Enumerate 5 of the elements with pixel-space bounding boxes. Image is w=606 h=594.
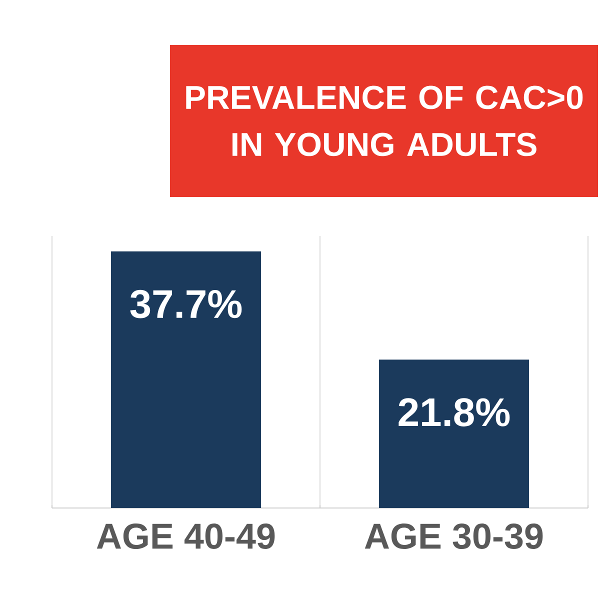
- data-label: 21.8%: [398, 398, 510, 426]
- data-label: 37.7%: [130, 290, 242, 318]
- x-tick-label: AGE 40-49: [96, 524, 275, 549]
- chart-title: PREVALENCE OF CAC>0 IN YOUNG ADULTS: [186, 86, 583, 156]
- x-tick-label: AGE 30-39: [364, 524, 543, 550]
